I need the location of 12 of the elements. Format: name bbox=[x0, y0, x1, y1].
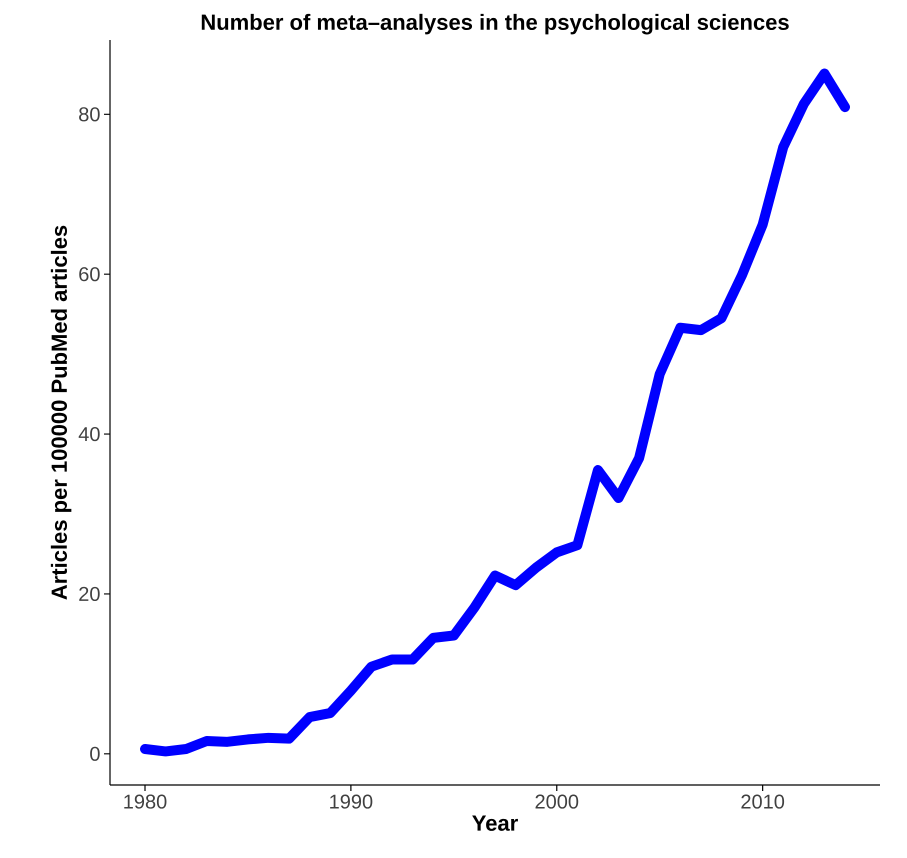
y-axis-title: Articles per 100000 PubMed articles bbox=[50, 226, 72, 600]
x-tick-label: 1990 bbox=[330, 794, 372, 809]
y-tick-label: 0 bbox=[90, 746, 100, 761]
y-tick-label: 80 bbox=[79, 107, 100, 122]
x-axis-title: Year bbox=[472, 816, 518, 831]
y-tick-label: 40 bbox=[78, 426, 100, 442]
chart-title: Number of meta–analyses in the psychological sciences bbox=[202, 14, 789, 34]
x-tick-label: 1980 bbox=[124, 794, 166, 809]
y-tick-label: 60 bbox=[79, 267, 100, 282]
x-tick-label: 2000 bbox=[536, 794, 578, 809]
y-tick-label: 20 bbox=[79, 586, 100, 602]
x-tick-label: 2010 bbox=[741, 794, 784, 809]
